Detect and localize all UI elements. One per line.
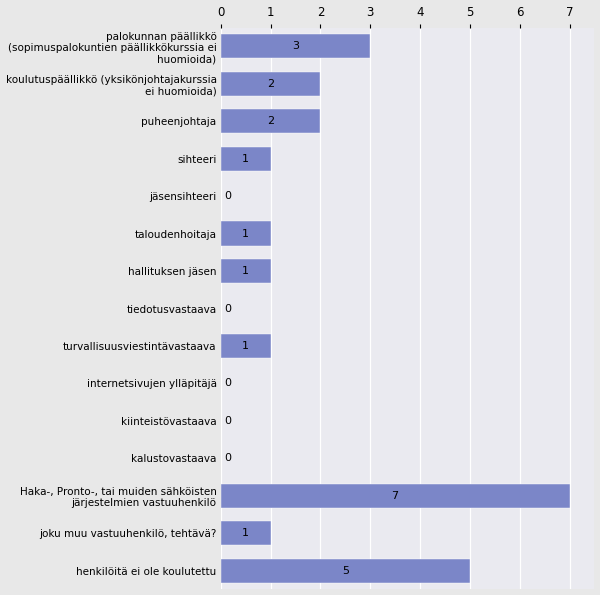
Text: 5: 5: [342, 566, 349, 576]
Text: 0: 0: [225, 416, 232, 426]
Bar: [221, 34, 370, 58]
Bar: [221, 559, 470, 583]
Bar: [221, 334, 271, 358]
Text: 1: 1: [242, 266, 249, 276]
Text: 2: 2: [267, 79, 274, 89]
Text: 1: 1: [242, 528, 249, 538]
Bar: [221, 146, 271, 171]
Text: 1: 1: [242, 341, 249, 351]
Text: 0: 0: [225, 191, 232, 201]
Bar: [221, 71, 320, 96]
Bar: [221, 521, 271, 546]
Bar: [221, 109, 320, 133]
Text: 1: 1: [242, 228, 249, 239]
Text: 3: 3: [292, 41, 299, 51]
Text: 0: 0: [225, 378, 232, 389]
Text: 2: 2: [267, 116, 274, 126]
Text: 0: 0: [225, 303, 232, 314]
Bar: [221, 221, 271, 246]
Text: 1: 1: [242, 154, 249, 164]
Text: 0: 0: [225, 453, 232, 464]
Bar: [221, 484, 569, 508]
Text: 7: 7: [392, 491, 398, 501]
Bar: [221, 259, 271, 283]
